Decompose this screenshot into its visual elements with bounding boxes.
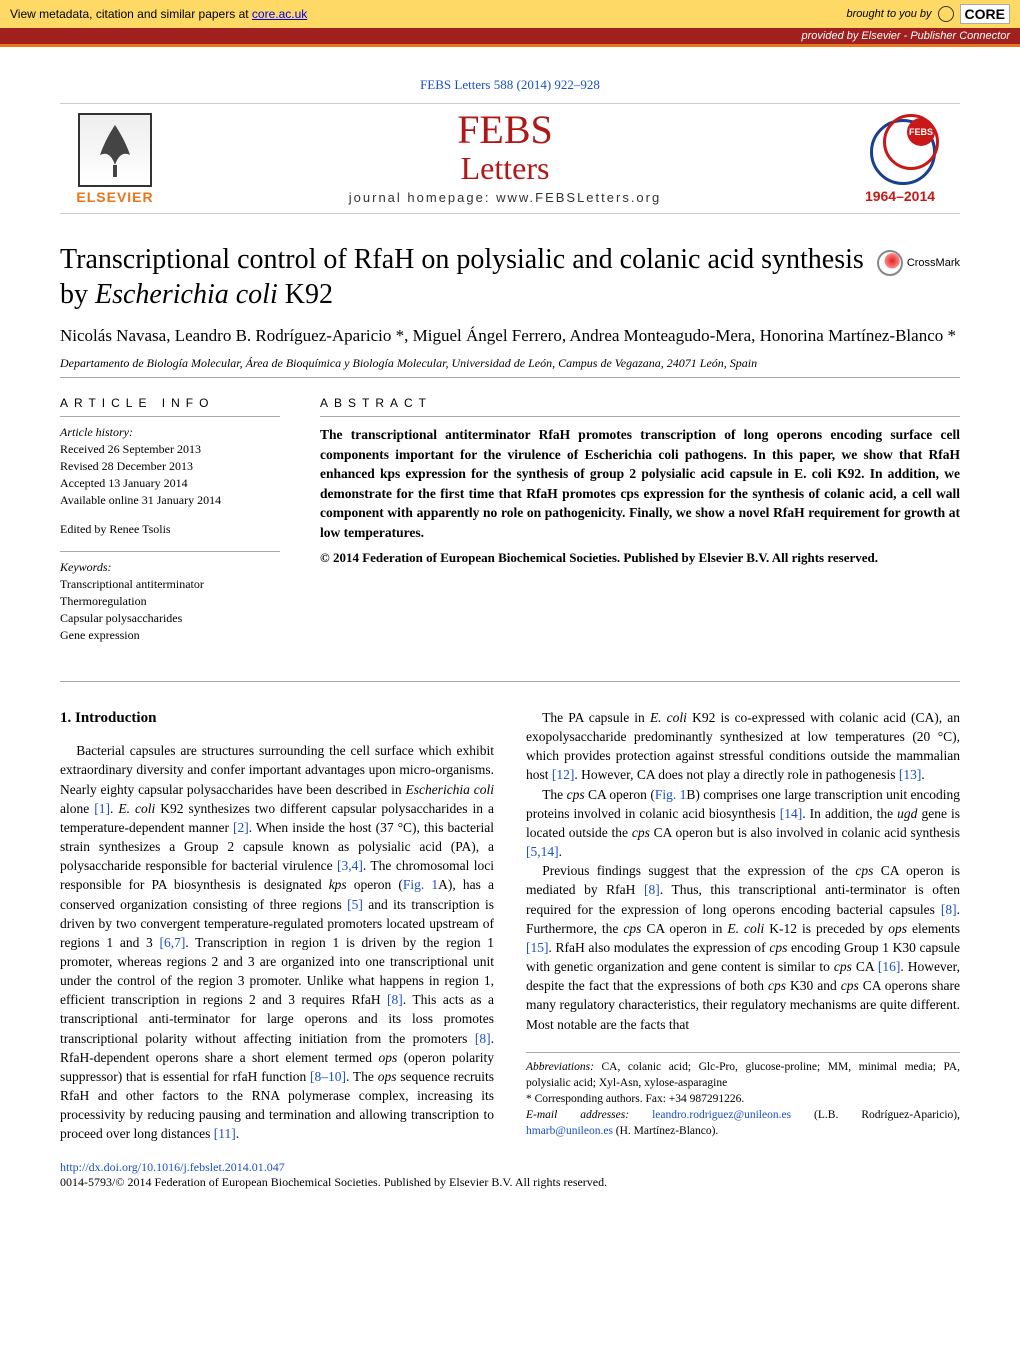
brought-by-text: brought to you by bbox=[847, 8, 932, 20]
journal-reference[interactable]: FEBS Letters 588 (2014) 922–928 bbox=[60, 77, 960, 93]
crossmark-icon bbox=[877, 250, 903, 276]
footnotes: Abbreviations: CA, colanic acid; Glc-Pro… bbox=[526, 1052, 960, 1139]
body-paragraph: Previous findings suggest that the expre… bbox=[526, 861, 960, 1033]
article-info: ARTICLE INFO Article history: Received 2… bbox=[60, 396, 280, 657]
ref-link[interactable]: [14] bbox=[780, 806, 803, 821]
ref-link[interactable]: [11] bbox=[214, 1126, 236, 1141]
crossmark-badge[interactable]: CrossMark bbox=[877, 250, 960, 276]
keywords-block: Keywords: Transcriptional antiterminator… bbox=[60, 551, 280, 643]
accepted-date: Accepted 13 January 2014 bbox=[60, 476, 280, 491]
febs-main: FEBS bbox=[457, 107, 553, 152]
ref-link[interactable]: [13] bbox=[899, 767, 922, 782]
info-abstract-row: ARTICLE INFO Article history: Received 2… bbox=[60, 396, 960, 657]
ref-link[interactable]: [8] bbox=[941, 902, 957, 917]
crossmark-label: CrossMark bbox=[907, 257, 960, 269]
abstract-text: The transcriptional antiterminator RfaH … bbox=[320, 416, 960, 542]
email-addresses: E-mail addresses: leandro.rodriguez@unil… bbox=[526, 1107, 960, 1139]
ref-link[interactable]: [8] bbox=[387, 992, 403, 1007]
body-paragraph: Bacterial capsules are structures surrou… bbox=[60, 741, 494, 1143]
issn-copyright: 0014-5793/© 2014 Federation of European … bbox=[60, 1175, 960, 1190]
core-logo: CORE bbox=[960, 4, 1010, 24]
journal-header: ELSEVIER FEBS Letters journal homepage: … bbox=[60, 103, 960, 214]
journal-homepage[interactable]: journal homepage: www.FEBSLetters.org bbox=[170, 190, 840, 205]
editor: Edited by Renee Tsolis bbox=[60, 522, 280, 537]
body-paragraph: The cps CA operon (Fig. 1B) comprises on… bbox=[526, 785, 960, 862]
abbreviations: Abbreviations: CA, colanic acid; Glc-Pro… bbox=[526, 1059, 960, 1091]
article-body: 1. Introduction Bacterial capsules are s… bbox=[60, 708, 960, 1144]
doi-block: http://dx.doi.org/10.1016/j.febslet.2014… bbox=[60, 1160, 960, 1190]
title-part-2: K92 bbox=[278, 279, 333, 310]
title-italic: Escherichia coli bbox=[95, 279, 278, 310]
ref-link[interactable]: [8] bbox=[475, 1031, 491, 1046]
history-label: Article history: bbox=[60, 425, 280, 440]
keyword: Thermoregulation bbox=[60, 594, 280, 609]
ref-link[interactable]: [8] bbox=[644, 882, 660, 897]
metadata-prefix: View metadata, citation and similar pape… bbox=[10, 7, 252, 21]
keyword: Capsular polysaccharides bbox=[60, 611, 280, 626]
core-banner: View metadata, citation and similar pape… bbox=[0, 0, 1020, 28]
affiliation: Departamento de Biología Molecular, Área… bbox=[60, 356, 960, 371]
metadata-text: View metadata, citation and similar pape… bbox=[10, 7, 307, 21]
ref-link[interactable]: [5,14] bbox=[526, 844, 559, 859]
ref-link[interactable]: [16] bbox=[878, 959, 901, 974]
abstract-copyright: © 2014 Federation of European Biochemica… bbox=[320, 550, 960, 566]
figure-link[interactable]: Fig. 1 bbox=[655, 787, 687, 802]
article-info-label: ARTICLE INFO bbox=[60, 396, 280, 410]
email-label: E-mail addresses: bbox=[526, 1109, 652, 1121]
keywords-label: Keywords: bbox=[60, 560, 280, 575]
core-badge: brought to you by CORE bbox=[847, 4, 1010, 24]
doi-link[interactable]: http://dx.doi.org/10.1016/j.febslet.2014… bbox=[60, 1160, 285, 1174]
febs-script: Letters bbox=[461, 150, 550, 186]
article-title: Transcriptional control of RfaH on polys… bbox=[60, 242, 960, 312]
email-who: (H. Martínez-Blanco). bbox=[613, 1125, 718, 1137]
core-target-icon bbox=[938, 6, 954, 22]
authors: Nicolás Navasa, Leandro B. Rodríguez-Apa… bbox=[60, 326, 960, 346]
ref-link[interactable]: [5] bbox=[347, 897, 363, 912]
revised-date: Revised 28 December 2013 bbox=[60, 459, 280, 474]
provided-bar: provided by Elsevier - Publisher Connect… bbox=[0, 28, 1020, 44]
febs-anniversary-logo: FEBS 1964–2014 bbox=[840, 114, 960, 204]
febs-wordmark: FEBS Letters bbox=[170, 112, 840, 184]
provided-text: provided by Elsevier - Publisher Connect… bbox=[802, 30, 1011, 42]
keyword: Gene expression bbox=[60, 628, 280, 643]
ref-link[interactable]: [8–10] bbox=[310, 1069, 346, 1084]
divider bbox=[60, 681, 960, 682]
introduction-heading: 1. Introduction bbox=[60, 708, 494, 729]
abbrev-label: Abbreviations: bbox=[526, 1061, 594, 1073]
received-date: Received 26 September 2013 bbox=[60, 442, 280, 457]
ref-link[interactable]: [2] bbox=[233, 820, 249, 835]
anniversary-rings-icon: FEBS bbox=[865, 114, 935, 184]
febs-badge: FEBS bbox=[907, 118, 935, 146]
article-history: Article history: Received 26 September 2… bbox=[60, 416, 280, 508]
keyword: Transcriptional antiterminator bbox=[60, 577, 280, 592]
body-paragraph: The PA capsule in E. coli K92 is co-expr… bbox=[526, 708, 960, 785]
ref-link[interactable]: [15] bbox=[526, 940, 549, 955]
email-who: (L.B. Rodríguez-Aparicio), bbox=[791, 1109, 960, 1121]
abstract-column: ABSTRACT The transcriptional antitermina… bbox=[320, 396, 960, 657]
corresponding-authors: * Corresponding authors. Fax: +34 987291… bbox=[526, 1091, 960, 1107]
figure-link[interactable]: Fig. 1 bbox=[403, 877, 438, 892]
email-link[interactable]: hmarb@unileon.es bbox=[526, 1125, 613, 1137]
available-date: Available online 31 January 2014 bbox=[60, 493, 280, 508]
febs-letters-logo: FEBS Letters journal homepage: www.FEBSL… bbox=[170, 112, 840, 205]
elsevier-tree-icon bbox=[78, 113, 152, 187]
elsevier-text: ELSEVIER bbox=[60, 189, 170, 205]
ref-link[interactable]: [3,4] bbox=[337, 858, 363, 873]
abstract-label: ABSTRACT bbox=[320, 396, 960, 410]
anniversary-years: 1964–2014 bbox=[840, 188, 960, 204]
ref-link[interactable]: [6,7] bbox=[159, 935, 185, 950]
ref-link[interactable]: [1] bbox=[94, 801, 110, 816]
ref-link[interactable]: [12] bbox=[552, 767, 575, 782]
email-link[interactable]: leandro.rodriguez@unileon.es bbox=[652, 1109, 791, 1121]
core-link[interactable]: core.ac.uk bbox=[252, 7, 307, 21]
divider bbox=[60, 377, 960, 378]
elsevier-logo[interactable]: ELSEVIER bbox=[60, 113, 170, 205]
page-content: FEBS Letters 588 (2014) 922–928 ELSEVIER… bbox=[0, 47, 1020, 1220]
